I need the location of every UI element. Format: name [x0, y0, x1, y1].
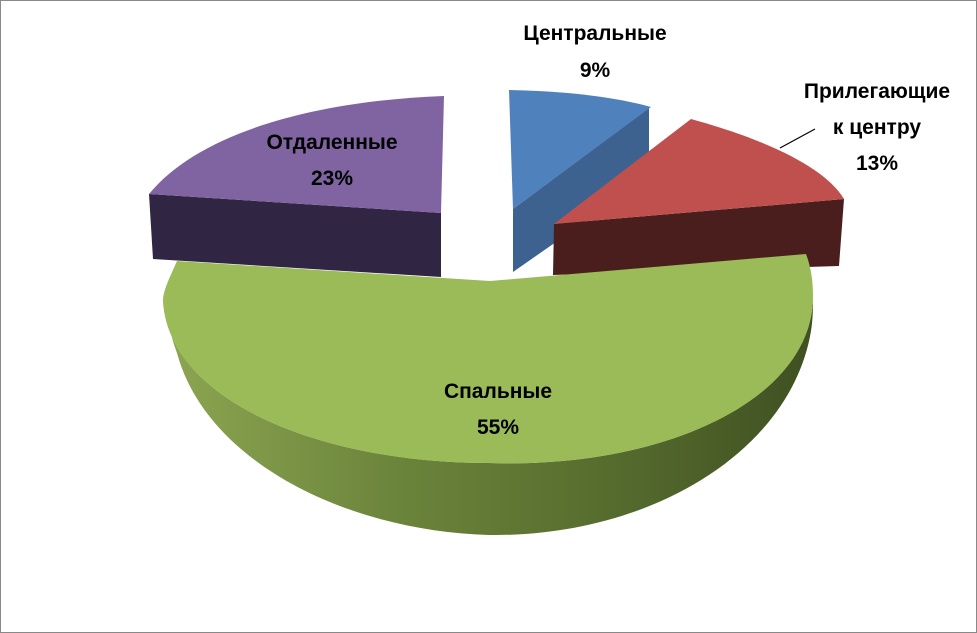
leader-line — [779, 128, 816, 149]
slice-centralnye-top — [509, 90, 651, 209]
pct-centralnye: 9% — [580, 59, 611, 82]
data-labels: Центральные 9% Прилегающие к центру 13% … — [266, 22, 950, 439]
slice-otdalennye — [149, 96, 444, 277]
label-prilegayushchie-line1: Прилегающие — [804, 80, 950, 103]
slice-prilegayushchie-top — [554, 119, 844, 224]
pct-otdalennye: 23% — [311, 167, 353, 190]
slice-centralnye-side — [513, 108, 649, 272]
label-otdalennye: Отдаленные — [266, 131, 397, 154]
slice-prilegayushchie — [553, 119, 844, 275]
label-prilegayushchie-line2: к центру — [833, 116, 921, 139]
slice-otdalennye-side — [149, 194, 441, 277]
slice-prilegayushchie-side — [553, 199, 844, 275]
slice-otdalennye-top — [149, 96, 444, 213]
slice-centralnye — [509, 90, 651, 272]
slice-spalnye — [163, 254, 813, 536]
pct-prilegayushchie: 13% — [856, 152, 898, 175]
slice-spalnye-side — [163, 296, 813, 536]
label-centralnye: Центральные — [523, 22, 666, 45]
slice-spalnye-top — [163, 254, 813, 464]
pct-spalnye: 55% — [477, 416, 519, 439]
label-spalnye: Спальные — [444, 380, 552, 403]
